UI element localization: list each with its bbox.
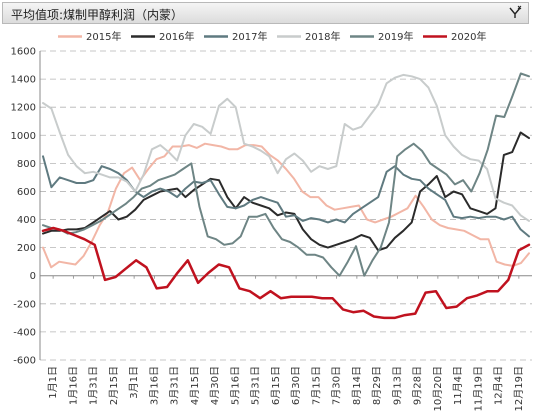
x-tick-label: 4月30日	[209, 366, 221, 405]
x-tick-label: 5月16日	[229, 366, 241, 405]
x-axis: 1月1日 1月16日 1月31日 2月15日 3月1日 3月16日 3月31日 4月15日 4月…	[40, 275, 532, 411]
x-tick-label: 9月28日	[412, 366, 424, 405]
y-tick-label: -200	[13, 299, 36, 310]
filter-dropdown-icon[interactable]	[508, 5, 522, 21]
legend-label: 2018年	[305, 30, 340, 43]
x-tick-label: 9月13日	[391, 366, 403, 405]
y-tick-label: 1600	[11, 47, 36, 58]
legend-label: 2017年	[232, 30, 267, 43]
line-chart: -600 -400 -200 0 200 400 600 800 1000 1200 1400 160…	[11, 30, 532, 411]
y-tick-label: 1000	[11, 131, 36, 142]
x-tick-label: 5月31日	[250, 366, 262, 405]
x-tick-label: 6月30日	[290, 366, 302, 405]
series-line-2018年	[42, 73, 530, 222]
series-lines	[41, 72, 531, 320]
x-tick-label: 6月15日	[270, 366, 282, 405]
chart-title-bar: 平均值项:煤制甲醇利润（内蒙）	[2, 2, 529, 24]
x-tick-label: 1月1日	[47, 366, 59, 399]
x-tick-label: 11月19日	[472, 366, 484, 411]
x-tick-label: 10月20日	[432, 366, 444, 411]
y-tick-label: 800	[17, 159, 36, 170]
x-tick-label: 12月19日	[513, 366, 525, 411]
y-tick-label: 0	[30, 271, 36, 282]
y-tick-label: 200	[17, 243, 36, 254]
x-tick-label: 1月31日	[88, 366, 100, 405]
y-tick-label: 600	[17, 187, 36, 198]
series-line-2015年	[42, 142, 530, 269]
y-tick-label: -600	[13, 356, 36, 367]
y-tick-label: -400	[13, 327, 36, 338]
x-tick-label: 7月15日	[310, 366, 322, 405]
y-tick-label: 1200	[11, 103, 36, 114]
legend-label: 2016年	[159, 30, 194, 43]
x-tick-label: 3月1日	[128, 366, 140, 399]
legend-label: 2015年	[86, 30, 121, 43]
x-tick-label: 8月14日	[351, 366, 363, 405]
x-tick-label: 3月16日	[148, 366, 160, 405]
series-line-2019年	[42, 72, 530, 277]
x-tick-label: 2月15日	[108, 366, 120, 405]
y-axis: -600 -400 -200 0 200 400 600 800 1000 1200 1400 160…	[11, 47, 41, 367]
series-line-2020年	[41, 226, 531, 320]
grid-lines	[40, 50, 532, 361]
y-tick-label: 400	[17, 215, 36, 226]
x-tick-label: 8月29日	[371, 366, 383, 405]
x-tick-label: 1月16日	[67, 366, 79, 405]
x-tick-label: 3月31日	[169, 366, 181, 405]
legend: 2015年 2016年 2017年 2018年 2019年 2020年	[58, 30, 486, 43]
x-tick-label: 7月30日	[331, 366, 343, 405]
x-tick-label: 12月4日	[493, 366, 505, 405]
y-tick-label: 1400	[11, 75, 36, 86]
legend-label: 2020年	[451, 30, 486, 43]
x-tick-label: 11月4日	[452, 366, 464, 405]
series-line-2017年	[42, 155, 530, 238]
legend-label: 2019年	[378, 30, 413, 43]
x-tick-label: 4月15日	[189, 366, 201, 405]
series-line-2016年	[42, 131, 530, 252]
chart-title: 平均值项:煤制甲醇利润（内蒙）	[11, 8, 184, 22]
